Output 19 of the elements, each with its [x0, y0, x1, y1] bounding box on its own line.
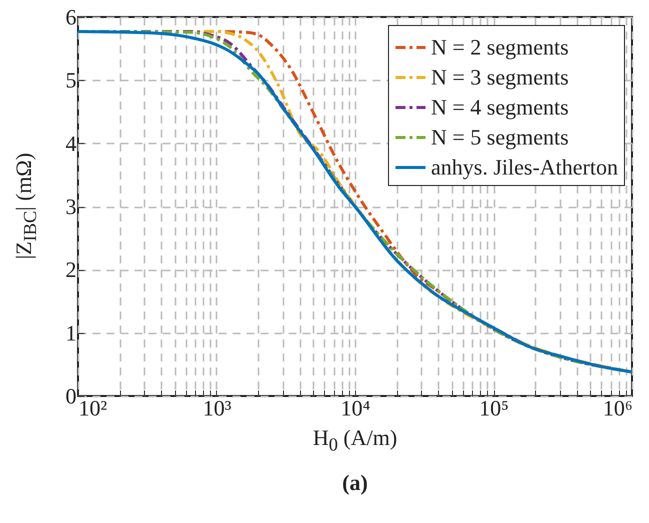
- legend-label: anhys. Jiles-Atherton: [431, 154, 618, 180]
- y-tick-label: 1: [66, 320, 76, 346]
- x-axis-title: H$_{0}$ (A/m): [312, 425, 398, 456]
- y-tick-label: 2: [66, 257, 76, 282]
- y-tick-label: 0: [66, 384, 76, 408]
- x-tick-label: 10²: [78, 396, 108, 420]
- y-tick-label: 4: [66, 130, 76, 156]
- x-tick-label: 10⁴: [340, 396, 371, 420]
- text: (a): [342, 470, 368, 496]
- legend-label: N = 5 segments: [431, 124, 569, 150]
- x-tick-label: 10⁶: [602, 396, 632, 420]
- x-tick-label: 10³: [202, 396, 232, 420]
- y-tick-label: 3: [66, 194, 76, 219]
- legend-label: N = 2 segments: [431, 34, 569, 60]
- legend-label: N = 3 segments: [431, 64, 569, 90]
- y-tick-label: 5: [66, 68, 76, 93]
- x-tick-label: 10⁵: [479, 396, 509, 420]
- y-tick-label: 6: [66, 4, 76, 30]
- legend-label: N = 4 segments: [431, 94, 569, 120]
